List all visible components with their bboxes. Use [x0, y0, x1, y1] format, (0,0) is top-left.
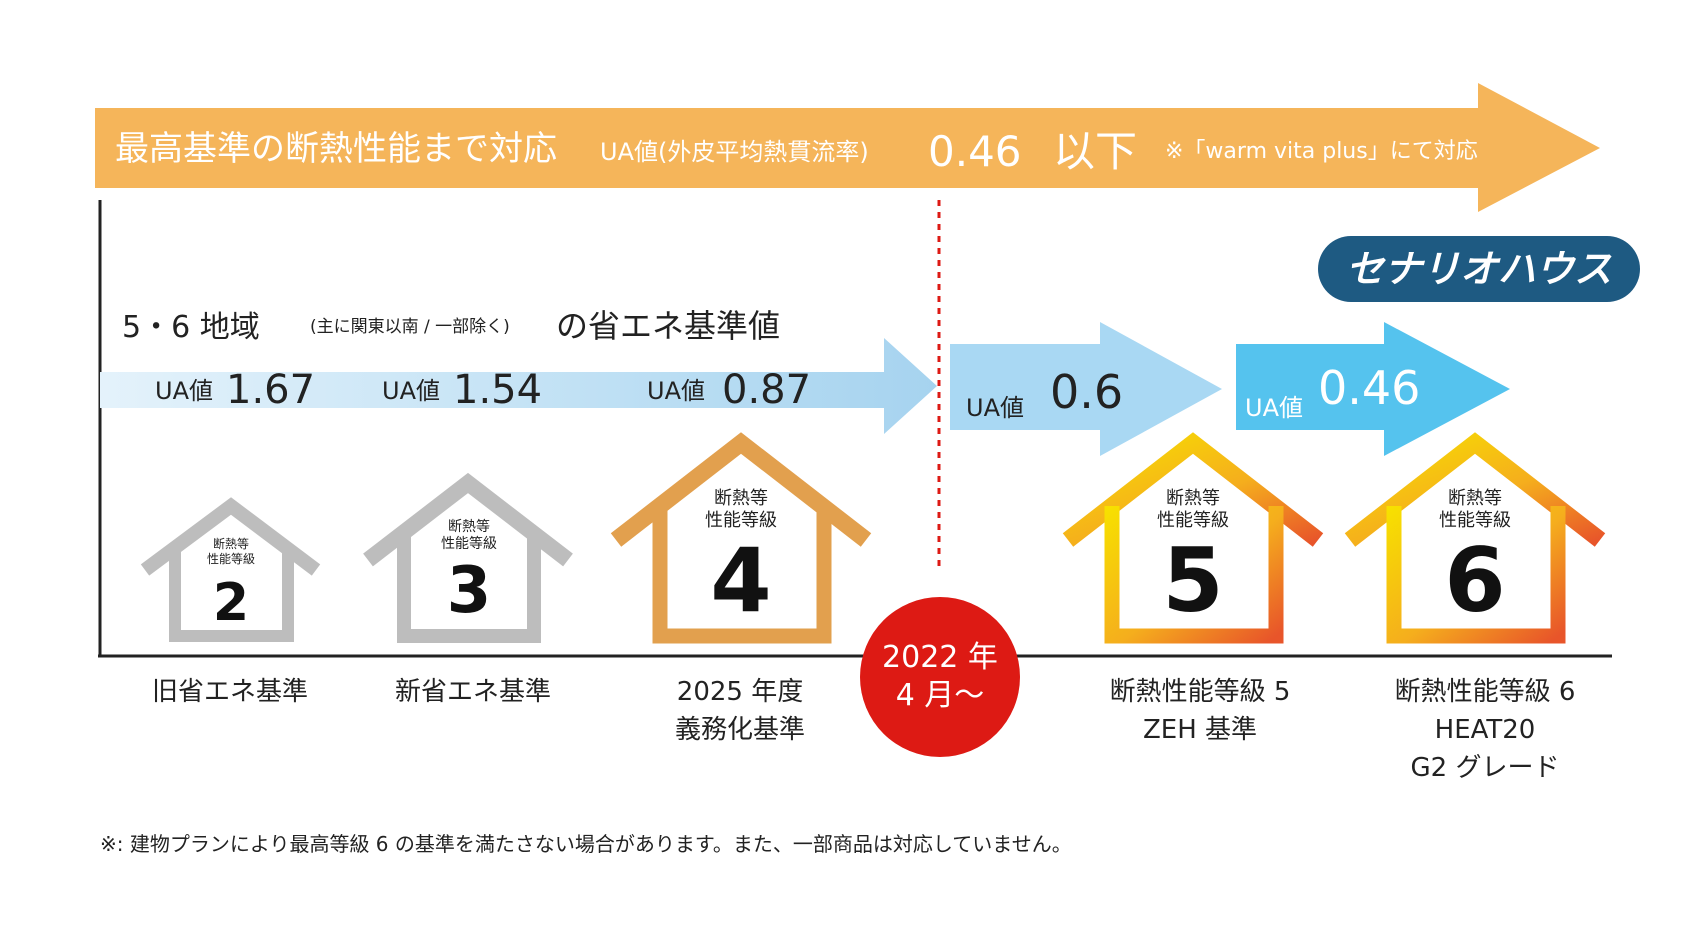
- region-tail: の省エネ基準値: [556, 307, 780, 345]
- house4-grade: 4: [710, 529, 771, 632]
- house3-caption-top: 断熱等: [448, 518, 490, 535]
- house2-caption-top: 断熱等: [213, 536, 249, 551]
- ua-value-old: 1.67: [226, 367, 315, 413]
- banner-ua-suffix: 以下: [1053, 127, 1137, 176]
- brand-name: セナリオハウス: [1346, 247, 1612, 291]
- house3-caption-bottom: 性能等級: [441, 535, 497, 552]
- ua-value-new: 1.54: [453, 367, 542, 413]
- ua-label-new: UA値: [382, 377, 440, 405]
- standard-new-line1: 新省エネ基準: [394, 677, 551, 707]
- house-grade-3: [363, 472, 573, 643]
- ua-label-grade5: UA値: [966, 394, 1024, 422]
- house2-caption-bottom: 性能等級: [207, 552, 255, 566]
- house6-grade: 6: [1444, 529, 1505, 632]
- ua-label-grade6: UA値: [1245, 394, 1303, 422]
- house4-caption-bottom: 性能等級: [705, 510, 777, 531]
- standard-grade6-line3: G2 グレード: [1410, 753, 1560, 783]
- house5-caption-top: 断熱等: [1166, 488, 1220, 509]
- house2-grade: 2: [213, 573, 249, 633]
- house6-caption-top: 断熱等: [1448, 488, 1502, 509]
- banner-ua-label: UA値(外皮平均熱貫流率): [600, 138, 869, 166]
- standard-2025: 2025 年度 義務化基準: [640, 673, 840, 749]
- ua-value-grade6: 0.46: [1318, 361, 1420, 415]
- banner-headline: 最高基準の断熱性能まで対応: [115, 129, 557, 169]
- standard-grade6-line2: HEAT20: [1434, 715, 1536, 745]
- house6-caption-bottom: 性能等級: [1439, 510, 1511, 531]
- house-grade-2: [140, 497, 321, 642]
- milestone-circle: [860, 597, 1020, 757]
- standard-2025-line2: 義務化基準: [674, 715, 805, 745]
- standard-old-line1: 旧省エネ基準: [151, 677, 308, 707]
- standard-grade5-line2: ZEH 基準: [1142, 715, 1258, 745]
- ua-arrow-grade6: [1236, 322, 1510, 456]
- top-banner-arrow: [95, 83, 1600, 212]
- ua-label-2025: UA値: [647, 377, 705, 405]
- house-grade-4: [610, 432, 872, 644]
- region-main: 5・6 地域: [122, 310, 260, 345]
- house5-grade: 5: [1162, 529, 1223, 632]
- house3-grade: 3: [447, 554, 492, 628]
- house-grade-6: [1344, 432, 1606, 644]
- standard-old: 旧省エネ基準: [130, 673, 330, 711]
- banner-note: ※「warm vita plus」にて対応: [1165, 139, 1478, 164]
- standard-2025-line1: 2025 年度: [676, 677, 804, 707]
- milestone-line1: 2022 年: [882, 640, 998, 675]
- standard-grade6: 断熱性能等級 6 HEAT20 G2 グレード: [1365, 673, 1605, 787]
- house-grade-5: [1062, 432, 1324, 644]
- house4-caption-top: 断熱等: [714, 488, 768, 509]
- standard-values-arrow: [100, 338, 937, 434]
- banner-ua-value: 0.46: [928, 127, 1022, 176]
- ua-label-old: UA値: [155, 377, 213, 405]
- footnote: ※: 建物プランにより最高等級 6 の基準を満たさない場合があります。また、一部…: [100, 832, 1072, 856]
- ua-arrow-grade5: [950, 322, 1222, 456]
- ua-value-2025: 0.87: [722, 367, 811, 413]
- house5-caption-bottom: 性能等級: [1157, 510, 1229, 531]
- brand-badge: [1318, 236, 1640, 302]
- standard-grade6-line1: 断熱性能等級 6: [1394, 677, 1576, 707]
- ua-value-grade5: 0.6: [1050, 365, 1123, 419]
- standard-grade5: 断熱性能等級 5 ZEH 基準: [1080, 673, 1320, 749]
- standard-grade5-line1: 断熱性能等級 5: [1109, 677, 1291, 707]
- standard-new: 新省エネ基準: [373, 673, 573, 711]
- region-paren: (主に関東以南 / 一部除く): [310, 317, 510, 337]
- milestone-line2: 4 月〜: [896, 678, 985, 713]
